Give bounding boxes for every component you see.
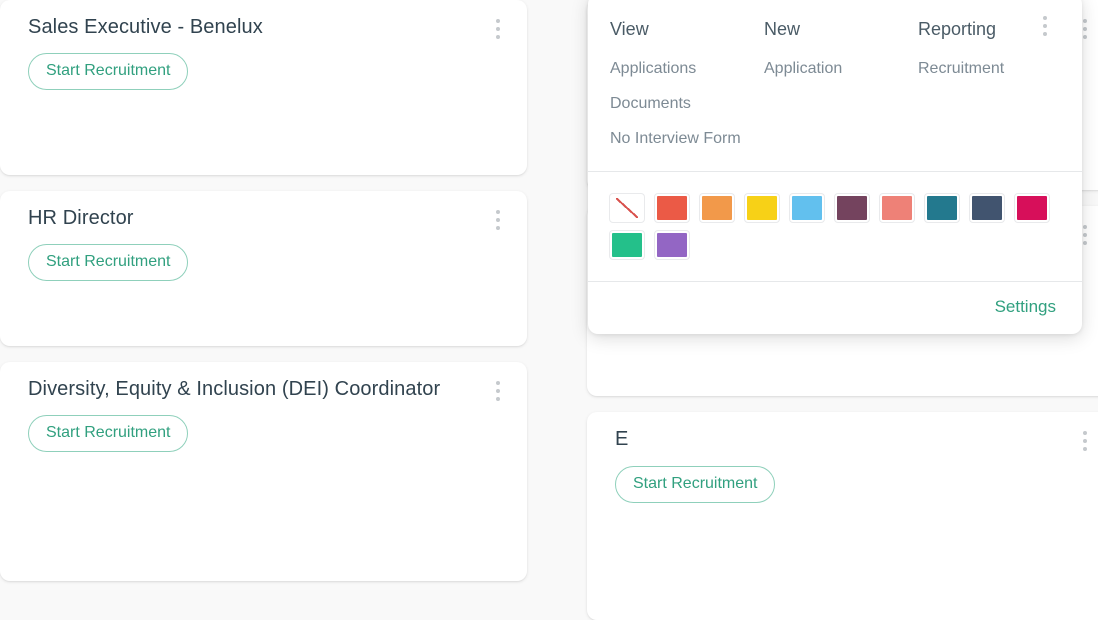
- dot: [1083, 225, 1087, 230]
- menu-group-heading: View: [610, 19, 649, 39]
- menu-group-heading: Reporting: [918, 19, 997, 39]
- start-recruitment-button[interactable]: Start Recruitment: [28, 415, 189, 453]
- color-swatch-yellow[interactable]: [745, 194, 779, 223]
- dot: [1083, 233, 1087, 238]
- menu-group-new: New Application: [764, 20, 918, 149]
- color-swatch-dark-purple[interactable]: [835, 194, 869, 223]
- job-title: Diversity, Equity & Inclusion (DEI) Coor…: [28, 378, 441, 400]
- dot: [1083, 447, 1087, 452]
- menu-item-recruitment[interactable]: Recruitment: [918, 60, 1005, 77]
- vertical-dots-icon[interactable]: [491, 376, 505, 406]
- card-context-menu[interactable]: View Applications Documents No Interview…: [588, 0, 1082, 335]
- dot: [496, 381, 500, 385]
- menu-divider-top: [588, 171, 1082, 173]
- job-card[interactable]: HR Director Start Recruitment: [0, 191, 527, 346]
- color-swatch-teal[interactable]: [925, 194, 959, 223]
- dot: [496, 27, 500, 31]
- dot: [1083, 439, 1087, 444]
- dot: [1083, 35, 1087, 39]
- dot: [1083, 27, 1087, 31]
- dot: [496, 389, 500, 393]
- menu-group-reporting: Reporting Recruitment: [918, 20, 1068, 149]
- color-swatch-red[interactable]: [655, 194, 689, 223]
- menu-divider-bottom: [588, 281, 1082, 283]
- vertical-dots-icon[interactable]: [491, 14, 505, 44]
- start-recruitment-button[interactable]: Start Recruitment: [28, 53, 189, 91]
- menu-item-no-interview-form[interactable]: No Interview Form: [610, 129, 741, 147]
- dot: [496, 397, 500, 401]
- color-swatch-orange[interactable]: [700, 194, 734, 223]
- settings-link[interactable]: Settings: [994, 297, 1056, 317]
- dot: [1043, 24, 1047, 28]
- menu-columns: View Applications Documents No Interview…: [588, 0, 1082, 171]
- job-title: Sales Executive - Benelux: [28, 16, 263, 38]
- dot: [496, 19, 500, 23]
- dot: [496, 226, 500, 230]
- menu-item-application[interactable]: Application: [764, 60, 843, 77]
- job-title: HR Director: [28, 207, 134, 229]
- color-swatch-green[interactable]: [610, 231, 644, 260]
- dot: [1043, 32, 1047, 36]
- vertical-dots-icon[interactable]: [1078, 220, 1092, 250]
- kanban-column-left: Sales Executive - Benelux Start Recruitm…: [0, 0, 527, 620]
- dot: [496, 210, 500, 214]
- menu-group-view: View Applications Documents No Interview…: [610, 20, 764, 149]
- color-swatch-purple[interactable]: [655, 231, 689, 260]
- dot: [496, 35, 500, 39]
- color-swatch-navy[interactable]: [970, 194, 1004, 223]
- start-recruitment-button[interactable]: Start Recruitment: [28, 244, 189, 282]
- dot: [1083, 431, 1087, 436]
- menu-item-applications[interactable]: Applications: [610, 60, 697, 77]
- dot: [1083, 241, 1087, 246]
- job-title: E: [615, 428, 629, 451]
- vertical-dots-icon[interactable]: [1038, 11, 1052, 41]
- color-swatch-salmon[interactable]: [880, 194, 914, 223]
- dot: [496, 218, 500, 222]
- dot: [1083, 19, 1087, 23]
- menu-group-heading: New: [764, 19, 801, 39]
- vertical-dots-icon[interactable]: [491, 205, 505, 235]
- color-palette[interactable]: [588, 172, 1082, 281]
- menu-item-documents[interactable]: Documents: [610, 94, 691, 112]
- job-card[interactable]: E Start Recruitment: [587, 412, 1098, 620]
- vertical-dots-icon[interactable]: [1078, 14, 1092, 44]
- dot: [1043, 16, 1047, 20]
- vertical-dots-icon[interactable]: [1078, 426, 1092, 456]
- start-recruitment-button[interactable]: Start Recruitment: [615, 465, 776, 503]
- color-swatch-magenta[interactable]: [1015, 194, 1049, 223]
- color-swatch-light-blue[interactable]: [790, 194, 824, 223]
- color-swatch-no-color[interactable]: [610, 194, 644, 223]
- menu-footer: Settings: [588, 282, 1082, 334]
- job-card[interactable]: Diversity, Equity & Inclusion (DEI) Coor…: [0, 362, 527, 581]
- job-card[interactable]: Sales Executive - Benelux Start Recruitm…: [0, 0, 527, 175]
